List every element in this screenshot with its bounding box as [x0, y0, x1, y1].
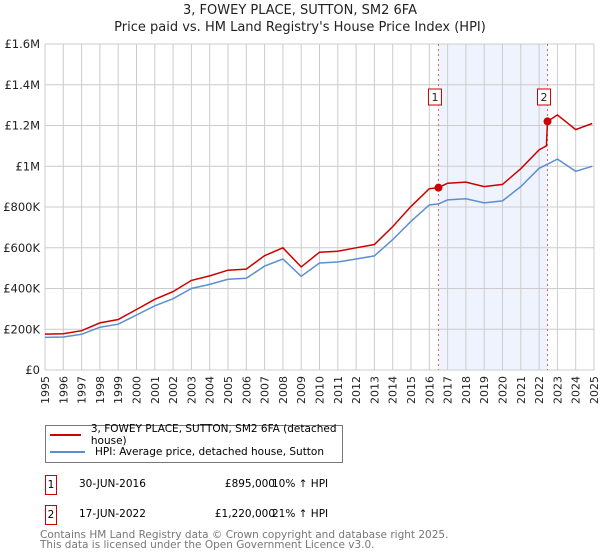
x-tick-label: 1999: [112, 376, 125, 404]
x-tick-label: 2011: [332, 376, 345, 404]
footer-line-1: Contains HM Land Registry data © Crown c…: [40, 529, 449, 541]
x-tick-label: 2022: [533, 376, 546, 404]
transaction-row: 1 30-JUN-2016 £895,000 10% ↑ HPI: [45, 475, 545, 495]
x-tick-label: 1996: [57, 376, 70, 404]
chart-title: 3, FOWEY PLACE, SUTTON, SM2 6FA: [183, 3, 417, 18]
legend-label-hpi: HPI: Average price, detached house, Sutt…: [95, 446, 325, 458]
x-tick-label: 1998: [94, 376, 107, 404]
x-tick-label: 2000: [131, 376, 144, 404]
x-tick-label: 2017: [442, 376, 455, 404]
x-tick-label: 2018: [460, 376, 473, 404]
property-price-line: [44, 113, 593, 335]
y-tick-label: £800K: [3, 200, 40, 214]
x-tick-label: 2013: [368, 376, 381, 404]
legend: 3, FOWEY PLACE, SUTTON, SM2 6FA (detache…: [45, 423, 343, 463]
x-tick-label: 2016: [423, 376, 436, 404]
x-tick-label: 2014: [387, 376, 400, 404]
x-tick-label: 2001: [149, 376, 162, 404]
sale-point: [543, 117, 552, 126]
x-tick-label: 2023: [551, 376, 564, 404]
transaction-price: £895,000: [224, 478, 275, 490]
x-tick-label: 2008: [277, 376, 290, 404]
x-tick-label: 2024: [570, 376, 583, 404]
footer: Contains HM Land Registry data © Crown c…: [40, 529, 449, 551]
x-tick-label: 2021: [515, 376, 528, 404]
y-tick-label: £1.6M: [4, 37, 40, 51]
x-tick-label: 2003: [185, 376, 198, 404]
y-tick-label: £1M: [15, 159, 40, 173]
legend-swatch-hpi: [50, 451, 85, 453]
x-tick-label: 2004: [204, 376, 217, 404]
sale-badge: [537, 88, 552, 106]
y-tick-label: £0: [25, 363, 40, 377]
price-chart: 1995 1996 1997 1998 1999 2000 2001 2002 2003 2004…: [3, 37, 600, 404]
x-tick-label: 2007: [259, 376, 272, 404]
y-tick-label: £200K: [3, 322, 40, 336]
x-tick-label: 2012: [350, 376, 363, 404]
x-tick-label: 2005: [222, 376, 235, 404]
x-tick-label: 1995: [39, 376, 52, 404]
legend-swatch-property: [50, 434, 81, 436]
y-tick-label: £1.2M: [4, 119, 40, 133]
x-tick-label: 2002: [167, 376, 180, 404]
transaction-row: 2 17-JUN-2022 £1,220,000 21% ↑ HPI: [45, 505, 545, 525]
transaction-date: 17-JUN-2022: [79, 508, 146, 520]
transaction-date: 30-JUN-2016: [79, 478, 146, 490]
x-tick-label: 2010: [314, 376, 327, 404]
legend-label-property: 3, FOWEY PLACE, SUTTON, SM2 6FA (detache…: [90, 423, 337, 447]
transaction-hpi: 21% ↑ HPI: [272, 508, 329, 520]
x-tick-label: 1997: [76, 376, 89, 404]
transaction-badge: 2: [45, 505, 57, 525]
sale-badge-label: 2: [541, 91, 548, 104]
transaction-badge: 1: [45, 475, 57, 495]
footer-line-2: This data is licensed under the Open Gov…: [40, 539, 375, 551]
x-tick-label: 2025: [588, 376, 600, 404]
x-tick-label: 2015: [405, 376, 418, 404]
chart-subtitle: Price paid vs. HM Land Registry's House …: [114, 20, 486, 35]
sale-badge: [427, 88, 442, 106]
hpi-line: [44, 158, 593, 339]
sale-badge-label: 1: [431, 91, 438, 104]
x-tick-label: 2020: [497, 376, 510, 404]
sale-point: [434, 183, 443, 192]
x-tick-label: 2006: [240, 376, 253, 404]
y-tick-label: £600K: [3, 241, 40, 255]
x-tick-label: 2019: [478, 376, 491, 404]
transaction-price: £1,220,000: [214, 508, 275, 520]
transaction-hpi: 10% ↑ HPI: [272, 478, 329, 490]
y-tick-label: £1.4M: [4, 78, 40, 92]
x-tick-label: 2009: [295, 376, 308, 404]
y-tick-label: £400K: [3, 282, 40, 296]
